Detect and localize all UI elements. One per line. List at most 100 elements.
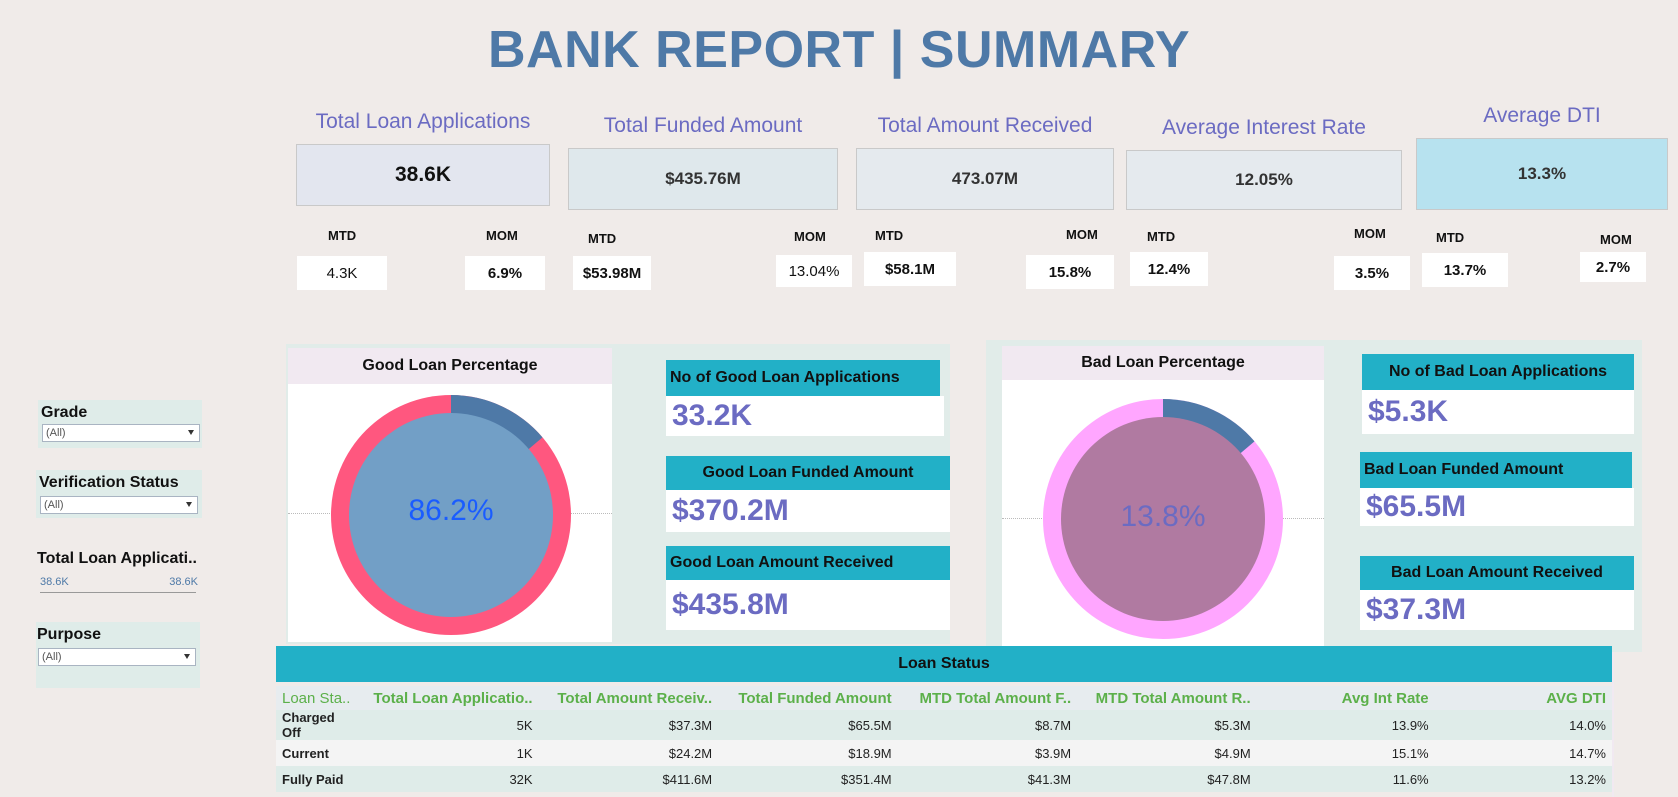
kpi-value: 12.05% <box>1126 150 1402 210</box>
filter-verification-status: Verification Status (All) <box>36 470 202 518</box>
range-max: 38.6K <box>169 576 198 588</box>
column-header[interactable]: Loan Sta.. <box>276 686 361 710</box>
bad-loan-donut <box>1043 399 1283 639</box>
column-header[interactable]: AVG DTI <box>1434 686 1612 710</box>
select-value: (All) <box>42 651 62 663</box>
table-header-row: Loan Sta.. Total Loan Applicatio.. Total… <box>276 686 1612 710</box>
table-cell: 11.6% <box>1256 766 1435 792</box>
mom-value: 3.5% <box>1334 256 1410 290</box>
mom-value: 15.8% <box>1026 255 1114 289</box>
filter-label: Purpose <box>37 626 102 643</box>
card-value: $435.8M <box>666 580 950 630</box>
table-cell: $8.7M <box>897 710 1078 740</box>
bad-loan-title: Bad Loan Percentage <box>1002 346 1324 380</box>
card-value: $37.3M <box>1360 590 1634 630</box>
card-label: Good Loan Funded Amount <box>666 456 950 490</box>
table-cell: $24.2M <box>538 740 719 766</box>
kpi-title: Total Funded Amount <box>603 114 803 137</box>
select-value: (All) <box>44 499 64 511</box>
filter-label: Total Loan Applicati.. <box>37 550 197 567</box>
donut-center <box>1061 417 1265 621</box>
table-cell: Current <box>276 740 361 766</box>
column-header[interactable]: Total Amount Receiv.. <box>538 686 719 710</box>
table-cell: $65.5M <box>718 710 898 740</box>
loan-status-table: Loan Sta.. Total Loan Applicatio.. Total… <box>276 686 1612 792</box>
kpi-value: 473.07M <box>856 148 1114 210</box>
bad-loan-chart-area: Bad Loan Percentage 13.8% <box>1002 346 1324 648</box>
mom-label: MOM <box>1354 226 1386 241</box>
column-header[interactable]: Avg Int Rate <box>1256 686 1435 710</box>
column-header[interactable]: MTD Total Amount F.. <box>897 686 1078 710</box>
column-header[interactable]: Total Funded Amount <box>718 686 898 710</box>
table-cell: 14.0% <box>1434 710 1612 740</box>
column-header[interactable]: MTD Total Amount R.. <box>1077 686 1257 710</box>
mom-label: MOM <box>486 228 518 243</box>
table-cell: $47.8M <box>1077 766 1257 792</box>
card-value: $65.5M <box>1360 488 1634 526</box>
good-loan-donut <box>331 395 571 635</box>
table-cell: $5.3M <box>1077 710 1257 740</box>
card-label: No of Bad Loan Applications <box>1362 354 1634 390</box>
mtd-label: MTD <box>1147 229 1176 244</box>
mtd-value: 13.7% <box>1422 253 1508 287</box>
table-cell: Fully Paid <box>276 766 361 792</box>
kpi-title: Average Interest Rate <box>1162 116 1366 139</box>
range-min: 38.6K <box>40 576 69 588</box>
purpose-select[interactable]: (All) <box>38 648 196 666</box>
kpi-value: 38.6K <box>296 144 550 206</box>
filter-total-loan-applications: Total Loan Applicati.. 38.6K 38.6K <box>34 546 200 600</box>
mtd-value: 4.3K <box>297 256 387 290</box>
grade-select[interactable]: (All) <box>42 424 200 442</box>
table-row: Charged Off 5K $37.3M $65.5M $8.7M $5.3M… <box>276 710 1612 740</box>
chevron-down-icon <box>186 502 192 507</box>
kpi-value: 13.3% <box>1416 138 1668 210</box>
table-edge <box>1612 652 1614 797</box>
card-label: Bad Loan Funded Amount <box>1360 452 1632 488</box>
table-cell: Charged Off <box>276 710 361 740</box>
kpi-title: Average DTI <box>1483 104 1601 127</box>
table-cell: 32K <box>360 766 539 792</box>
donut-center <box>349 413 553 617</box>
mom-label: MOM <box>1066 227 1098 242</box>
card-label: Good Loan Amount Received <box>666 546 950 580</box>
table-cell: 13.2% <box>1434 766 1612 792</box>
good-loan-chart-area: Good Loan Percentage 86.2% <box>288 348 612 642</box>
table-cell: 14.7% <box>1434 740 1612 766</box>
mtd-label: MTD <box>1436 230 1465 245</box>
table-row: Fully Paid 32K $411.6M $351.4M $41.3M $4… <box>276 766 1612 792</box>
mom-value: 6.9% <box>465 256 545 290</box>
filter-label: Grade <box>41 404 88 421</box>
mtd-value: 12.4% <box>1130 252 1208 286</box>
page-title: BANK REPORT | SUMMARY <box>487 21 1190 79</box>
card-value: $370.2M <box>666 490 950 532</box>
mom-value: 2.7% <box>1580 252 1646 282</box>
table-cell: $411.6M <box>538 766 719 792</box>
mtd-label: MTD <box>588 231 617 246</box>
good-loan-percent: 86.2% <box>408 494 494 527</box>
table-cell: $3.9M <box>897 740 1078 766</box>
mom-value: 13.04% <box>776 255 852 287</box>
mtd-label: MTD <box>328 228 357 243</box>
table-cell: 5K <box>360 710 539 740</box>
card-value: $5.3K <box>1362 390 1634 434</box>
table-cell: 13.9% <box>1256 710 1435 740</box>
table-cell: $18.9M <box>718 740 898 766</box>
card-value: 33.2K <box>666 396 944 436</box>
table-cell: 15.1% <box>1256 740 1435 766</box>
range-slider[interactable] <box>40 592 196 598</box>
mtd-value: $58.1M <box>864 252 956 286</box>
bad-loan-percent: 13.8% <box>1120 500 1206 533</box>
column-header[interactable]: Total Loan Applicatio.. <box>360 686 539 710</box>
mtd-value: $53.98M <box>573 256 651 290</box>
loan-status-title: Loan Status <box>276 646 1612 682</box>
table-cell: 1K <box>360 740 539 766</box>
kpi-title: Total Amount Received <box>877 114 1093 137</box>
verification-select[interactable]: (All) <box>40 496 198 514</box>
mtd-label: MTD <box>875 228 904 243</box>
table-cell: $4.9M <box>1077 740 1257 766</box>
mom-label: MOM <box>1600 232 1632 247</box>
good-loan-title: Good Loan Percentage <box>288 348 612 384</box>
chevron-down-icon <box>184 654 190 659</box>
card-label: No of Good Loan Applications <box>666 360 940 396</box>
select-value: (All) <box>46 427 66 439</box>
